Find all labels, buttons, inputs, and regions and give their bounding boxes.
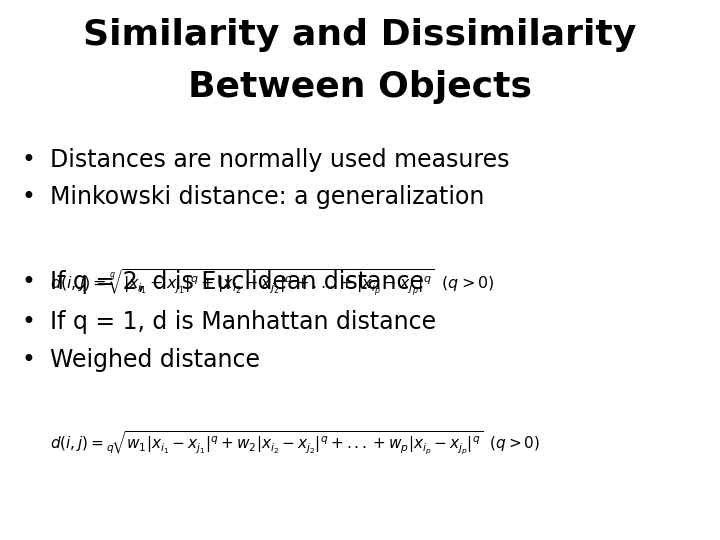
Text: •: • [21,148,35,172]
Text: $d(i,j)=\sqrt[q]{|x_{i_1}-x_{j_1}|^q+|x_{i_2}-x_{j_2}|^q+...+|x_{i_p}-x_{j_p}|^q: $d(i,j)=\sqrt[q]{|x_{i_1}-x_{j_1}|^q+|x_… [50,268,495,299]
Text: Between Objects: Between Objects [188,70,532,104]
Text: If q = 1, d is Manhattan distance: If q = 1, d is Manhattan distance [50,310,436,334]
Text: Minkowski distance: a generalization: Minkowski distance: a generalization [50,185,485,209]
Text: •: • [21,310,35,334]
Text: $d(i,j)={}_{q}\!\sqrt{w_1|x_{i_1}-x_{j_1}|^q+w_2|x_{i_2}-x_{j_2}|^q+...+w_p|x_{i: $d(i,j)={}_{q}\!\sqrt{w_1|x_{i_1}-x_{j_1… [50,430,540,457]
Text: •: • [21,270,35,294]
Text: Similarity and Dissimilarity: Similarity and Dissimilarity [84,18,636,52]
Text: If q = 2, d is Euclidean distance: If q = 2, d is Euclidean distance [50,270,424,294]
Text: •: • [21,348,35,372]
Text: Distances are normally used measures: Distances are normally used measures [50,148,510,172]
Text: •: • [21,185,35,209]
Text: Weighed distance: Weighed distance [50,348,260,372]
